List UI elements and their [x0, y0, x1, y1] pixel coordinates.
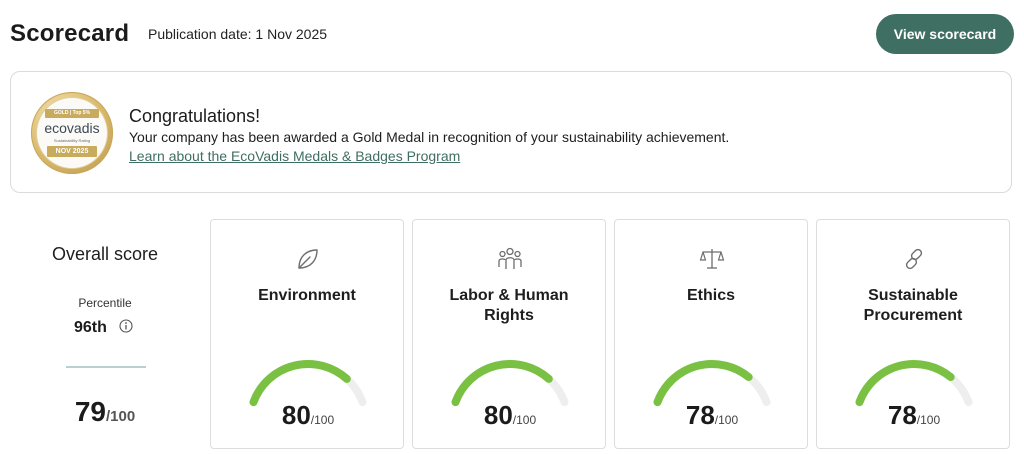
- percentile-value: 96th: [74, 319, 107, 336]
- gauge-fill: [451, 360, 553, 407]
- score-gauge: [451, 360, 569, 407]
- page-header: Scorecard Publication date: 1 Nov 2025 V…: [10, 14, 1014, 54]
- theme-score: 78/100: [817, 400, 1011, 431]
- theme-card-environment[interactable]: Environment 80/100: [210, 219, 404, 449]
- gold-medal-badge: GOLD | Top 5% ecovadis Sustainability Ra…: [31, 92, 113, 174]
- theme-title: Ethics: [686, 287, 735, 304]
- page-title: Scorecard: [10, 20, 130, 47]
- medal-date: NOV 2025: [47, 146, 97, 157]
- divider: [66, 366, 146, 368]
- overall-score-value: 79/100: [30, 396, 180, 428]
- gauge-fill: [653, 360, 753, 407]
- leaf-icon: [298, 249, 318, 269]
- award-message: Your company has been awarded a Gold Med…: [129, 129, 730, 145]
- theme-score-number: 78: [887, 400, 917, 430]
- scales-icon: [699, 249, 725, 269]
- overall-score-title: Overall score: [51, 244, 159, 264]
- medal-subtitle: Sustainability Rating: [53, 138, 91, 143]
- score-gauge: [249, 360, 367, 407]
- congratulations-heading: Congratulations!: [129, 106, 261, 126]
- theme-score-denominator: /100: [310, 413, 335, 427]
- score-gauge: [653, 360, 771, 407]
- theme-card-labor-human-rights[interactable]: Labor & Human Rights 80/100: [412, 219, 606, 449]
- theme-title: Sustainable Procurement: [863, 287, 963, 324]
- theme-score-number: 80: [483, 400, 513, 430]
- theme-score-number: 80: [281, 400, 311, 430]
- medal-tag: GOLD | Top 5%: [45, 109, 99, 118]
- link-icon: [905, 248, 923, 270]
- theme-score-denominator: /100: [512, 413, 537, 427]
- theme-score-denominator: /100: [916, 413, 941, 427]
- gauge-fill: [855, 360, 955, 407]
- gauge-fill: [249, 360, 351, 407]
- publication-date: Publication date: 1 Nov 2025: [148, 26, 328, 42]
- people-icon: [498, 247, 522, 269]
- theme-score: 80/100: [413, 400, 607, 431]
- overall-score-number: 79: [74, 396, 106, 427]
- overall-score-panel: Overall score Percentile 96th 79/100: [30, 230, 180, 440]
- score-gauge: [855, 360, 973, 407]
- theme-title: Labor & Human Rights: [449, 287, 569, 324]
- medal-brand: ecovadis: [44, 120, 100, 136]
- info-icon[interactable]: [119, 319, 133, 333]
- theme-card-ethics[interactable]: Ethics 78/100: [614, 219, 808, 449]
- theme-card-sustainable-procurement[interactable]: Sustainable Procurement 78/100: [816, 219, 1010, 449]
- percentile-label: Percentile: [78, 296, 132, 310]
- overall-score-denominator: /100: [105, 408, 136, 425]
- view-scorecard-button[interactable]: View scorecard: [876, 14, 1014, 54]
- medal-face: GOLD | Top 5% ecovadis Sustainability Ra…: [37, 98, 107, 168]
- medal-banner: GOLD | Top 5% ecovadis Sustainability Ra…: [10, 71, 1012, 193]
- theme-score: 80/100: [211, 400, 405, 431]
- medals-program-link[interactable]: Learn about the EcoVadis Medals & Badges…: [129, 148, 461, 164]
- theme-score: 78/100: [615, 400, 809, 431]
- theme-score-number: 78: [685, 400, 715, 430]
- theme-score-denominator: /100: [714, 413, 739, 427]
- theme-title: Environment: [258, 287, 356, 304]
